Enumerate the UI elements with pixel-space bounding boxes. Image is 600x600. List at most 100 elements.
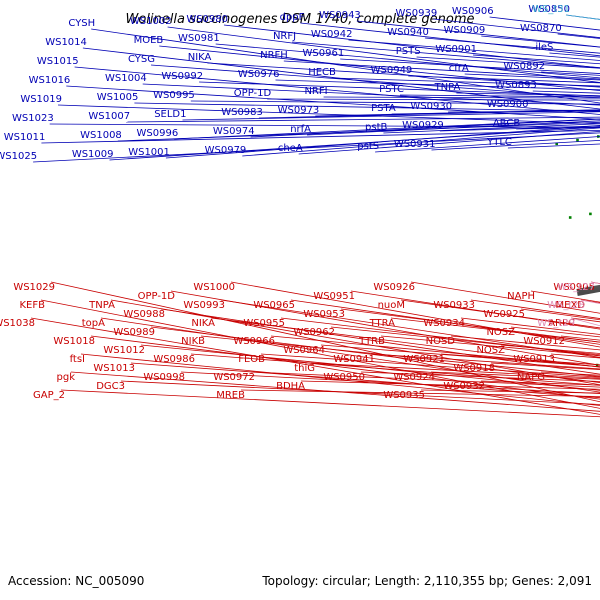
gene-label: TNPA <box>88 300 115 311</box>
gene-label: WS0925 <box>483 309 525 320</box>
gene-label: WS0972 <box>213 372 255 383</box>
leader-line <box>267 98 600 101</box>
genome-stats-label: Topology: circular; Length: 2,110,355 bp… <box>261 574 592 588</box>
leader-line <box>370 353 600 370</box>
gene-label: WS0964 <box>283 345 325 356</box>
gene-label: WS0932 <box>443 381 485 392</box>
gene-label: WS0953 <box>303 309 345 320</box>
gene-label: WS0986 <box>153 354 195 365</box>
gene-label: pstB <box>365 122 387 133</box>
gene-label: WS1014 <box>45 37 87 48</box>
gene-label: WS0965 <box>253 300 295 311</box>
gene-label: WS1011 <box>4 132 46 143</box>
gene-label: WS0870 <box>520 23 562 34</box>
leader-line <box>134 102 600 112</box>
gene-label: WS0930 <box>410 101 452 112</box>
leader-line <box>91 28 600 104</box>
leader-line <box>50 281 600 403</box>
gene-label: WS0941 <box>333 354 375 365</box>
gene-label: WS0893 <box>495 80 537 91</box>
gene-label: MREB <box>216 390 245 401</box>
gene-label: WS0998 <box>143 372 185 383</box>
gene-label: WS0993 <box>183 300 225 311</box>
gene-label: NIKB <box>181 336 205 347</box>
gene-label: WS1012 <box>103 345 145 356</box>
leader-line <box>182 111 600 121</box>
gene-label: WS0931 <box>394 139 436 150</box>
gene-label: WS0850 <box>528 4 570 15</box>
gene-label: ABCB <box>493 118 521 129</box>
gene-label: WS_t27 <box>557 282 595 293</box>
leader-line <box>348 39 600 61</box>
leader-line <box>300 22 600 57</box>
leader-line <box>167 26 600 83</box>
leader-line <box>142 83 600 106</box>
gene-label: NAPH <box>507 291 535 302</box>
gene-label: WS0939 <box>396 8 438 19</box>
gene-label: CYSH <box>68 18 95 29</box>
leader-line <box>40 299 600 409</box>
gene-label: WS0996 <box>137 128 179 139</box>
gene-label: FEOB <box>238 354 265 365</box>
leader-line <box>298 130 600 155</box>
leader-line <box>220 299 600 358</box>
gene-label: WS0962 <box>293 327 335 338</box>
leader-line <box>270 335 600 368</box>
leader-line <box>41 129 600 144</box>
gene-label: WS_t29 <box>537 318 575 329</box>
leader-line <box>460 317 600 335</box>
gene-label: WS0961 <box>303 48 345 59</box>
gene-label: GAP_2 <box>33 390 65 401</box>
guide-dot <box>568 216 572 219</box>
gene-label: NRFJ <box>273 31 296 42</box>
label-leader-lines <box>30 14 600 418</box>
leader-line <box>117 121 600 142</box>
leader-line <box>66 85 600 120</box>
gene-label: cheA <box>278 143 303 154</box>
leader-line <box>120 380 600 405</box>
gene-label: WS0966 <box>233 336 275 347</box>
gene-label: WS0934 <box>423 318 465 329</box>
gene-label: WS0935 <box>383 390 425 401</box>
leader-line <box>30 317 600 415</box>
gene-label: WS1008 <box>80 130 122 141</box>
leader-line <box>408 75 600 84</box>
gene-label: WS1038 <box>0 318 35 329</box>
gene-label: WS0892 <box>503 61 545 72</box>
gene-label: WS0989 <box>113 327 155 338</box>
gene-label: NIKA <box>191 318 215 329</box>
gene-label: dppF <box>280 12 305 23</box>
leader-line <box>126 116 600 123</box>
gene-label: NIKA <box>188 52 212 63</box>
gene-label: WS0976 <box>238 69 280 80</box>
gene-label: DGC3 <box>96 381 125 392</box>
leader-line <box>215 43 600 79</box>
gene-label: NOSD <box>426 336 456 347</box>
gene-label: WS0992 <box>161 71 203 82</box>
gene-label: NRFH <box>260 50 288 61</box>
leader-line <box>60 389 600 418</box>
gene-label: WS0926 <box>373 282 415 293</box>
gene-label: OPP-1D <box>138 291 176 302</box>
leader-line <box>431 139 600 151</box>
leader-line <box>410 281 600 314</box>
gene-label: WS0983 <box>221 107 263 118</box>
guide-dot <box>589 212 592 216</box>
gene-label: WS1001 <box>128 147 170 158</box>
gene-label: WS0955 <box>243 318 285 329</box>
gene-label: NOSZ <box>476 345 505 356</box>
gene-label: WS1002 <box>130 16 172 27</box>
gene-label: WS0913 <box>513 354 555 365</box>
gene-label: WS1005 <box>97 92 139 103</box>
leader-line <box>450 335 600 351</box>
gene-label: nuoM <box>378 300 405 311</box>
gene-label: WS1016 <box>29 75 71 86</box>
leader-line <box>33 132 600 163</box>
gene-label: TTRB <box>358 336 385 347</box>
gene-label: WS0909 <box>444 25 486 36</box>
leader-line <box>210 317 600 368</box>
gene-label: WS0924 <box>393 372 435 383</box>
leader-line <box>49 123 600 128</box>
leader-line <box>174 118 600 140</box>
leader-line <box>380 335 600 357</box>
